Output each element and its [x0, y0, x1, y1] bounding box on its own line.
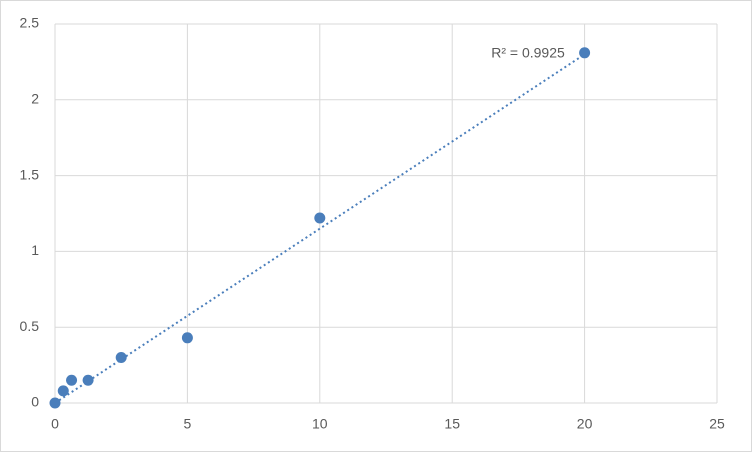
y-tick-label: 0.5 [20, 318, 40, 334]
y-tick-label: 0 [31, 394, 39, 410]
x-tick-label: 0 [51, 416, 59, 432]
point [314, 212, 326, 224]
y-tick-label: 2 [31, 91, 39, 107]
x-tick-label: 20 [577, 416, 593, 432]
point [579, 47, 591, 59]
x-tick-label: 25 [709, 416, 725, 432]
annotation: R² = 0.9925 [491, 45, 565, 61]
point [49, 397, 61, 409]
y-tick-label: 1.5 [20, 166, 40, 182]
point [115, 352, 127, 364]
point [181, 332, 193, 344]
x-tick-label: 15 [444, 416, 460, 432]
point [66, 374, 78, 386]
trendline [54, 53, 586, 404]
point [57, 385, 69, 397]
y-tick-label: 1 [31, 242, 39, 258]
x-tick-label: 5 [184, 416, 192, 432]
x-tick-label: 10 [312, 416, 328, 432]
y-tick-label: 2.5 [20, 15, 40, 31]
point [82, 374, 94, 386]
